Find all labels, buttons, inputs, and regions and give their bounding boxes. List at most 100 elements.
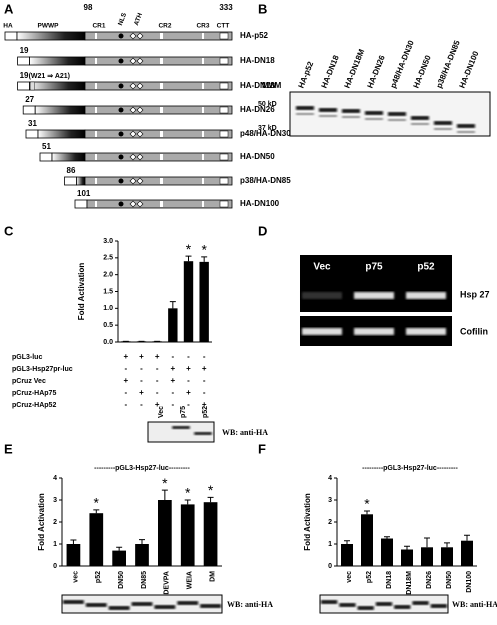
cr2	[160, 58, 163, 64]
band	[177, 601, 199, 605]
ha-tag	[22, 105, 36, 115]
condition-sign: +	[186, 364, 191, 373]
domain-label: CTT	[217, 23, 230, 30]
cr1	[95, 33, 97, 39]
y-tick-label: 4	[328, 475, 332, 482]
condition-sign: +	[202, 364, 207, 373]
bar	[135, 544, 149, 566]
ctt	[219, 82, 229, 90]
y-tick-label: 3	[328, 497, 332, 504]
pwwp-domain	[29, 56, 86, 66]
band	[457, 131, 475, 133]
domain-label: CR1	[92, 23, 105, 30]
nls	[118, 201, 124, 207]
lane-label: Vec	[158, 406, 165, 418]
condition-sign: +	[123, 352, 128, 361]
cr2	[160, 178, 163, 184]
construct-name: HA-DN26	[240, 105, 275, 114]
significance: *	[162, 475, 168, 491]
y-tick-label: 3	[53, 497, 57, 504]
row-label: Hsp 27	[460, 289, 490, 299]
domain-label: PWWP	[38, 23, 60, 30]
cr2	[160, 107, 163, 113]
ctt	[219, 153, 229, 161]
y-tick-label: 2	[53, 519, 57, 526]
band	[172, 426, 190, 429]
lane-label: p52	[202, 406, 209, 418]
ctt	[219, 32, 229, 40]
ha-tag	[64, 176, 77, 186]
y-tick-label: 1	[53, 541, 57, 548]
condition-sign: +	[170, 364, 175, 373]
significance: *	[201, 242, 207, 258]
y-tick-label: 2.0	[103, 272, 113, 279]
bar	[158, 500, 172, 566]
lane-label: p48/HA-DN30	[388, 39, 416, 90]
error-bar	[444, 542, 450, 548]
condition-label: pGL3-luc	[12, 354, 42, 361]
lane-label: HA-DN26	[365, 54, 387, 90]
band	[194, 432, 212, 435]
pwwp-domain	[76, 176, 86, 186]
nls	[118, 131, 124, 137]
condition-label: pGL3-Hsp27pr-luc	[12, 366, 73, 373]
lane-label: p52	[417, 262, 435, 273]
lane-label: p75	[365, 262, 383, 273]
bar	[341, 544, 353, 566]
lane-label: p75	[180, 406, 187, 418]
y-tick-label: 3.0	[103, 238, 113, 245]
bar	[183, 261, 194, 342]
protein-body	[84, 176, 233, 186]
bar	[361, 514, 373, 566]
band	[457, 124, 475, 128]
error-bar	[93, 509, 100, 514]
blot-label: WB: anti-HA	[222, 428, 268, 437]
pwwp-domain	[34, 105, 86, 115]
band	[357, 606, 374, 610]
band	[411, 123, 429, 125]
band	[342, 116, 360, 118]
band	[430, 604, 447, 608]
panel-label: F	[258, 441, 266, 456]
significance: *	[208, 482, 214, 498]
x-tick-label: DN50	[446, 571, 453, 589]
y-tick-label: 1	[328, 541, 332, 548]
cr2	[160, 33, 163, 39]
x-tick-label: DN100	[466, 571, 473, 593]
error-bar	[201, 256, 208, 262]
band	[354, 328, 394, 335]
condition-sign: -	[156, 388, 159, 397]
band	[388, 112, 406, 116]
nls	[118, 58, 124, 64]
start-label: 51	[42, 142, 51, 151]
nls	[118, 154, 124, 160]
ha-tag	[17, 56, 31, 66]
nls	[118, 178, 124, 184]
band	[375, 602, 393, 606]
cr3	[202, 107, 204, 113]
band	[339, 603, 356, 607]
ath	[129, 82, 144, 90]
ctt	[219, 130, 229, 138]
error-bar	[70, 539, 77, 544]
ath	[129, 177, 144, 185]
condition-sign: -	[203, 376, 206, 385]
construct-name: HA-DN100	[240, 199, 280, 208]
ha-tag	[17, 81, 31, 91]
band	[412, 601, 429, 605]
bar	[421, 547, 433, 566]
condition-sign: +	[155, 352, 160, 361]
error-bar	[185, 255, 192, 262]
cr3	[202, 178, 204, 184]
start-label: 31	[28, 119, 37, 128]
error-bar	[404, 545, 410, 550]
condition-sign: -	[171, 400, 174, 409]
ath	[129, 57, 144, 65]
condition-sign: -	[124, 400, 127, 409]
ath	[129, 32, 144, 40]
condition-sign: -	[124, 364, 127, 373]
condition-sign: +	[139, 352, 144, 361]
cr1	[95, 201, 97, 207]
nls	[118, 33, 124, 39]
ha-tag	[25, 129, 39, 139]
